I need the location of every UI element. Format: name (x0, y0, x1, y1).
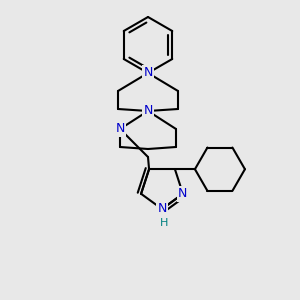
Text: N: N (143, 67, 153, 80)
Text: N: N (157, 202, 167, 215)
Text: N: N (115, 122, 125, 136)
Text: N: N (143, 104, 153, 118)
Text: N: N (178, 187, 188, 200)
Text: H: H (160, 218, 168, 228)
